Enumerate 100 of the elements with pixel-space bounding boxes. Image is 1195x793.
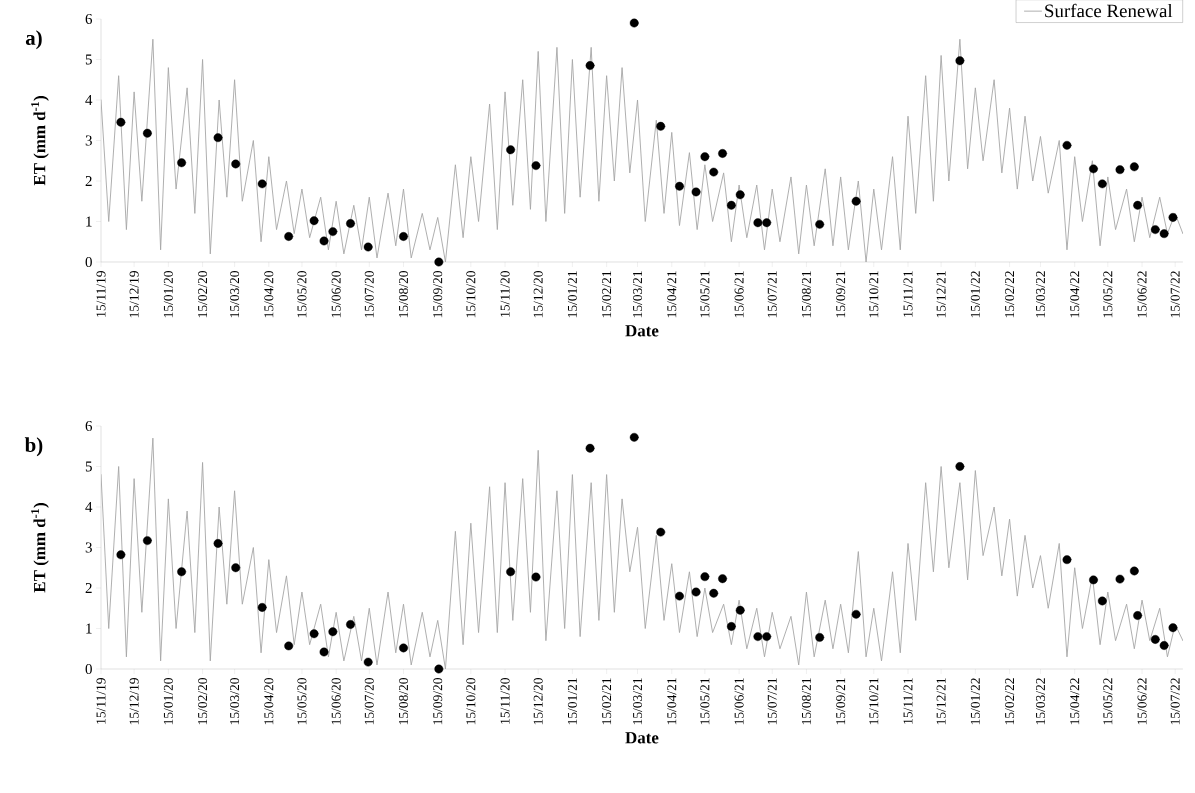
x-tick-label: 15/12/21: [936, 271, 946, 318]
point: [726, 622, 736, 631]
point: [231, 159, 241, 169]
point: [328, 627, 338, 637]
y-tick-label: 6: [85, 420, 93, 432]
point: [585, 61, 595, 70]
x-tick-label: 15/10/21: [869, 678, 879, 725]
point: [1133, 611, 1143, 620]
x-tick-label: 15/06/22: [1137, 271, 1147, 318]
x-tick-label: 15/06/21: [734, 678, 744, 725]
x-tick-label: 15/12/19: [129, 678, 139, 725]
x-tick-label: 15/05/22: [1103, 678, 1113, 725]
point: [1115, 165, 1125, 175]
x-tick-label: 15/04/22: [1070, 271, 1080, 318]
point: [346, 620, 355, 629]
point: [309, 216, 319, 226]
x-tick-label: 15/09/21: [836, 678, 846, 725]
y-tick-label: 0: [85, 663, 92, 675]
x-tick-label: 15/02/20: [198, 271, 208, 318]
y-tick-label: 5: [85, 461, 92, 472]
x-tick-label: 15/03/22: [1035, 678, 1046, 725]
x-tick-label: 15/11/21: [903, 678, 913, 724]
point: [531, 572, 541, 582]
point: [851, 196, 861, 206]
legend-label: Surface Renewal: [1045, 3, 1173, 18]
y-tick-label: 2: [85, 583, 92, 593]
y-tick-label: 3: [85, 135, 92, 146]
x-tick-label: 15/02/21: [602, 678, 612, 725]
y-axis-title: ET (mm d$^{-1}$): [31, 96, 49, 186]
point: [1133, 200, 1143, 210]
x-tick-label: 15/11/21: [903, 271, 913, 317]
point: [656, 527, 666, 537]
x-tick-label: 15/01/22: [970, 678, 980, 725]
x-tick-label: 15/12/20: [533, 271, 543, 318]
x-tick-label: 15/04/21: [667, 678, 677, 725]
point: [213, 539, 223, 548]
x-tick-label: 15/06/20: [331, 678, 341, 725]
x-tick-label: 15/01/22: [970, 271, 980, 318]
y-tick-label: 1: [86, 623, 92, 634]
y-tick-label: 1: [86, 216, 92, 227]
point: [656, 121, 666, 131]
x-tick-label: 15/06/22: [1137, 678, 1147, 725]
point: [284, 641, 294, 651]
point: [177, 567, 186, 577]
x-tick-label: 15/04/21: [667, 271, 677, 318]
y-axis-title: ET (mm d$^{-1}$): [31, 503, 49, 593]
x-tick-label: 15/01/20: [163, 271, 173, 318]
point: [815, 219, 825, 229]
x-tick-label: 15/02/22: [1005, 271, 1015, 318]
point: [955, 462, 965, 471]
y-tick-label: 6: [85, 13, 93, 25]
point: [753, 632, 763, 641]
point: [675, 181, 684, 191]
x-tick-label: 15/02/20: [198, 678, 208, 725]
chart-title: b): [24, 437, 43, 457]
x-tick-label: 15/03/21: [632, 678, 643, 725]
point: [1062, 140, 1072, 150]
point: [709, 167, 719, 177]
point: [434, 664, 444, 674]
x-tick-label: 15/01/21: [567, 678, 577, 725]
point: [1089, 575, 1098, 585]
x-tick-label: 15/07/21: [767, 271, 777, 318]
point: [700, 572, 710, 582]
x-axis-title: Date: [625, 325, 659, 337]
x-tick-label: 15/03/20: [230, 271, 240, 318]
point: [142, 536, 152, 546]
x-tick-label: 15/06/20: [331, 271, 341, 318]
x-tick-label: 15/03/21: [632, 271, 643, 318]
point: [815, 633, 825, 642]
point: [257, 179, 267, 189]
point: [1089, 164, 1098, 174]
point: [399, 232, 408, 241]
point: [691, 187, 701, 197]
point: [735, 190, 745, 200]
point: [718, 149, 727, 158]
point: [213, 133, 223, 143]
y-tick-label: 3: [85, 542, 92, 553]
point: [1062, 555, 1072, 565]
x-tick-label: 15/11/20: [500, 271, 510, 317]
x-axis-title: Date: [625, 732, 659, 744]
point: [1168, 213, 1178, 222]
point: [434, 257, 444, 267]
x-tick-label: 15/07/22: [1170, 678, 1180, 725]
point: [1097, 179, 1107, 189]
x-tick-label: 15/03/22: [1035, 271, 1046, 318]
x-tick-label: 15/10/21: [869, 271, 879, 318]
point: [1097, 596, 1107, 606]
y-tick-label: 0: [85, 256, 92, 268]
x-tick-label: 15/05/20: [297, 678, 307, 725]
point: [955, 56, 965, 66]
point: [709, 588, 719, 598]
point: [319, 236, 329, 246]
point: [700, 152, 710, 162]
x-tick-label: 15/08/20: [398, 271, 409, 318]
x-tick-label: 15/07/20: [364, 271, 374, 318]
x-tick-label: 15/11/20: [500, 678, 510, 724]
point: [851, 609, 861, 619]
point: [284, 232, 294, 241]
point: [629, 18, 639, 28]
y-tick-label: 4: [85, 502, 93, 512]
